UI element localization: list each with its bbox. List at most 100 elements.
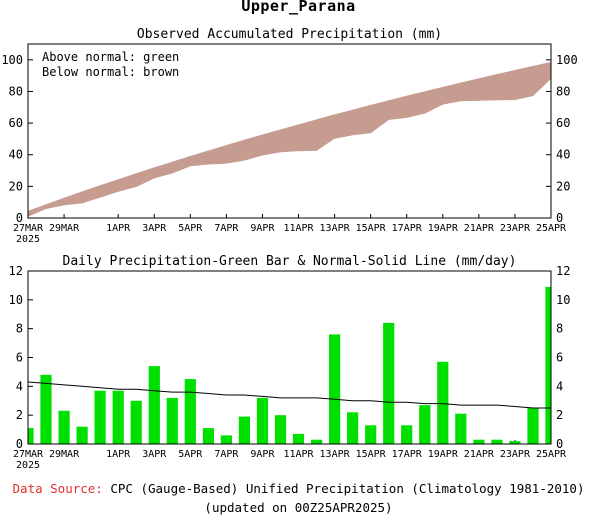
daily-ytick-label-right: 0: [556, 437, 563, 451]
below-normal-area: [99, 179, 119, 198]
daily-bar: [292, 433, 305, 444]
accum-title: Observed Accumulated Precipitation (mm): [137, 27, 442, 42]
accum-xtick-label: 27MAR: [13, 223, 44, 234]
daily-xtick-label: 3APR: [142, 449, 167, 460]
daily-bar: [166, 397, 178, 444]
daily-xtick-label: 27MAR: [13, 449, 44, 460]
daily-bar: [401, 425, 413, 444]
daily-precipitation-chart: 0 0 2 2 4 4 6 6 8 8 10 10 12 12 27MAR 29MAR 1APR 3APR 5APR…: [9, 254, 571, 471]
below-normal-area: [460, 78, 480, 102]
accum-year-label: 2025: [16, 234, 40, 245]
below-normal-area: [370, 100, 390, 134]
daily-ytick-label-left: 0: [16, 437, 23, 451]
accum-ytick-label-left: 0: [16, 211, 23, 225]
accum-xtick-label: 3APR: [142, 223, 167, 234]
accum-xtick-label: 5APR: [178, 223, 203, 234]
daily-bar: [347, 412, 359, 444]
updated-timestamp: (updated on 00Z25APR2025): [204, 500, 393, 515]
daily-bar: [311, 439, 323, 444]
daily-xtick-label: 5APR: [178, 449, 203, 460]
below-normal-area: [316, 114, 335, 152]
daily-xtick-label: 13APR: [320, 449, 351, 460]
daily-ytick-label-left: 6: [16, 351, 23, 365]
daily-bar: [238, 416, 250, 444]
daily-xtick-label: 9APR: [250, 449, 275, 460]
accum-ytick-label-right: 60: [556, 116, 570, 130]
daily-bar: [40, 374, 52, 444]
accum-xtick-label: 1APR: [106, 223, 131, 234]
below-normal-area: [81, 185, 101, 204]
below-normal-area: [208, 144, 227, 165]
daily-bar: [112, 390, 124, 444]
daily-ytick-label-right: 2: [556, 408, 563, 422]
daily-bar: [383, 322, 395, 444]
daily-ytick-label-left: 2: [16, 408, 23, 422]
accum-xtick-label: 13APR: [320, 223, 351, 234]
below-normal-area: [135, 167, 155, 188]
daily-xtick-label: 15APR: [356, 449, 387, 460]
daily-bar: [28, 428, 34, 444]
daily-bar: [437, 361, 449, 444]
daily-bar: [274, 415, 287, 444]
accum-ytick-label-right: 80: [556, 84, 570, 98]
legend-below-normal: Below normal: brown: [42, 65, 179, 79]
accum-ytick-label-left: 40: [9, 148, 23, 162]
daily-bar: [491, 439, 503, 444]
daily-bar: [329, 334, 341, 444]
daily-bar: [94, 390, 106, 444]
accum-xtick-label: 23APR: [500, 223, 531, 234]
below-normal-area: [117, 173, 137, 192]
daily-ytick-label-left: 4: [16, 379, 23, 393]
daily-xtick-label: 25APR: [536, 449, 567, 460]
daily-year-label: 2025: [16, 460, 40, 471]
accum-xtick-label: 29MAR: [49, 223, 80, 234]
daily-xtick-label: 19APR: [428, 449, 459, 460]
accum-xtick-label: 9APR: [250, 223, 275, 234]
below-normal-area: [496, 69, 516, 101]
below-normal-area: [27, 204, 47, 217]
daily-title: Daily Precipitation-Green Bar & Normal-S…: [63, 254, 517, 269]
daily-ytick-label-right: 4: [556, 379, 563, 393]
accum-xtick-label: 15APR: [356, 223, 387, 234]
data-source-text: CPC (Gauge-Based) Unified Precipitation …: [110, 481, 585, 496]
accum-ytick-label-left: 100: [1, 53, 23, 67]
below-normal-area: [280, 124, 299, 153]
daily-xtick-label: 29MAR: [49, 449, 80, 460]
accum-xtick-label: 19APR: [428, 223, 459, 234]
data-source-label: Data Source:: [12, 481, 103, 496]
daily-ytick-label-right: 12: [556, 264, 570, 278]
below-normal-area: [406, 91, 426, 118]
below-normal-area: [226, 139, 245, 164]
accum-ytick-label-right: 20: [556, 179, 570, 193]
accum-ytick-label-right: 40: [556, 148, 570, 162]
daily-bar: [148, 366, 160, 444]
accum-ytick-label-right: 100: [556, 53, 578, 67]
below-normal-area: [45, 197, 65, 210]
below-normal-area: [388, 95, 408, 120]
accum-xtick-label: 25APR: [536, 223, 567, 234]
daily-bar: [58, 410, 70, 444]
daily-xtick-label: 21APR: [464, 449, 495, 460]
below-normal-area: [532, 61, 552, 97]
below-normal-area: [63, 191, 83, 206]
daily-bar: [419, 405, 431, 444]
below-normal-area: [298, 119, 317, 152]
below-normal-area: [442, 82, 462, 105]
daily-ytick-label-right: 6: [556, 351, 563, 365]
daily-ytick-label-right: 8: [556, 322, 563, 336]
daily-bar: [256, 397, 269, 444]
daily-xtick-label: 11APR: [283, 449, 314, 460]
accum-ytick-label-left: 20: [9, 179, 23, 193]
accum-ytick-label-right: 0: [556, 211, 563, 225]
below-normal-area: [334, 109, 353, 139]
daily-bar: [365, 425, 377, 444]
accum-ytick-label-left: 60: [9, 116, 23, 130]
accum-xtick-label: 11APR: [283, 223, 314, 234]
below-normal-area: [352, 104, 372, 136]
daily-bar: [455, 413, 467, 444]
below-normal-area: [190, 150, 209, 167]
below-normal-area: [514, 65, 534, 101]
daily-bar: [527, 408, 539, 444]
accum-frame-overlay: [27, 43, 552, 219]
